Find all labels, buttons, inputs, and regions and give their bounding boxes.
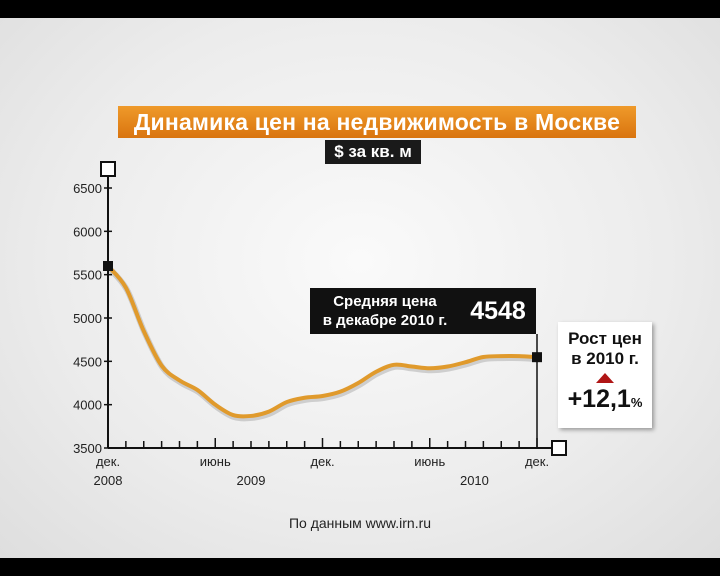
y-tick-label: 6500 — [73, 181, 102, 196]
growth-box: Рост цен в 2010 г. +12,1% — [558, 322, 652, 428]
callout-value: 4548 — [470, 296, 526, 325]
x-year-label: 2010 — [460, 473, 489, 488]
price-callout: Средняя цена в декабре 2010 г. 4548 — [310, 288, 536, 334]
x-axis-end-marker — [551, 440, 567, 456]
start-point-marker — [103, 261, 113, 271]
end-point-marker — [532, 352, 542, 363]
x-tick-label-year: 2008 — [94, 473, 123, 488]
chart-subtitle: $ за кв. м — [325, 140, 421, 164]
y-tick-label: 5000 — [73, 311, 102, 326]
growth-label-line1: Рост цен — [568, 329, 642, 348]
y-tick-label: 5500 — [73, 268, 102, 283]
y-tick-label: 3500 — [73, 441, 102, 456]
y-tick-label: 4500 — [73, 354, 102, 369]
source-note: По данным www.irn.ru — [288, 515, 432, 531]
x-tick-label: дек. — [310, 454, 334, 469]
chart-title: Динамика цен на недвижимость в Москве — [118, 106, 636, 138]
y-axis-end-marker — [100, 161, 116, 177]
callout-label-line1: Средняя цена — [333, 293, 437, 310]
x-tick-label: июнь — [200, 454, 231, 469]
y-tick-label: 6000 — [73, 224, 102, 239]
callout-label: Средняя цена в декабре 2010 г. — [310, 292, 460, 330]
growth-label-line2: в 2010 г. — [571, 349, 639, 368]
callout-label-line2: в декабре 2010 г. — [322, 312, 448, 329]
x-tick-label: дек. — [96, 454, 120, 469]
growth-unit: % — [630, 395, 643, 410]
x-tick-label: июнь — [414, 454, 445, 469]
up-arrow-icon — [596, 373, 614, 383]
x-year-label: 2009 — [237, 473, 266, 488]
x-tick-label: дек. — [525, 454, 549, 469]
y-tick-label: 4000 — [73, 398, 102, 413]
series-line — [106, 264, 539, 419]
growth-label: Рост цен в 2010 г. — [558, 329, 652, 369]
growth-value: +12,1% — [558, 385, 652, 414]
growth-number: +12,1 — [567, 385, 631, 413]
